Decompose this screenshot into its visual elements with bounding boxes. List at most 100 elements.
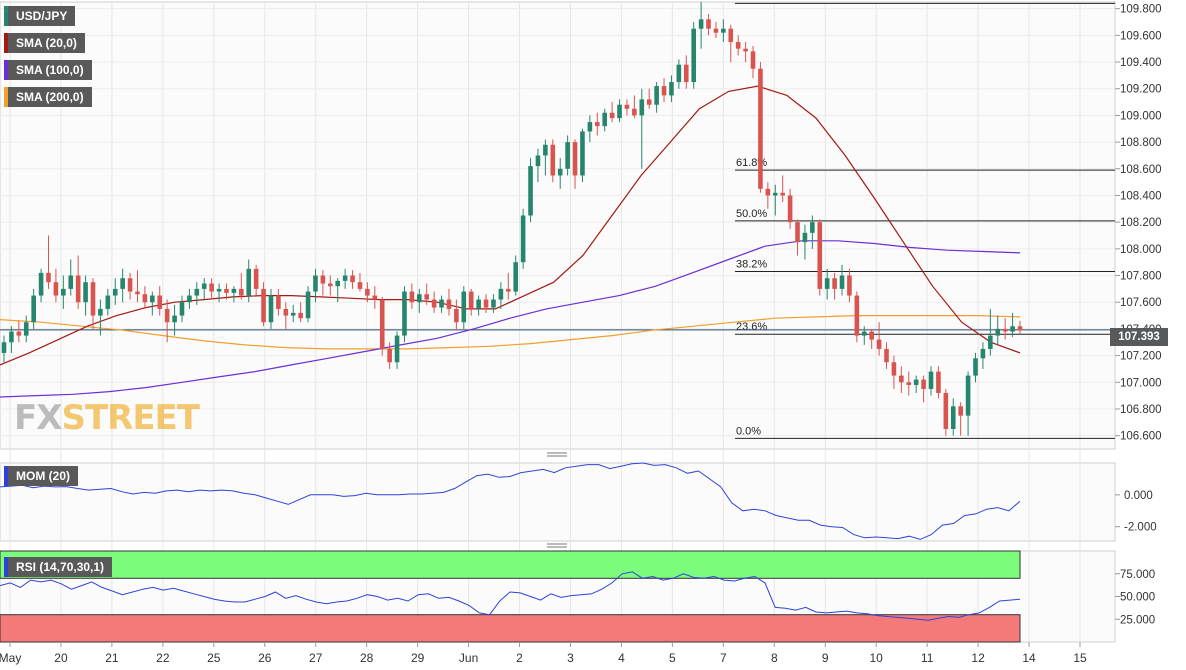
candle-body [98,308,103,316]
candle-body [832,278,837,289]
sma100-line [0,240,1021,398]
candle-body [520,215,526,263]
x-tick-label: 14 [1022,651,1036,665]
legend-mom[interactable]: MOM (20) [4,466,78,486]
rsi-overbought-band [0,550,1021,579]
candle-body [253,268,259,289]
sma20-line [0,85,1021,366]
price-tick-label: 108.800 [1120,137,1162,149]
candle-body [899,375,904,383]
legend-sma20[interactable]: SMA (20,0) [4,33,85,53]
rsi-bands [0,550,1021,643]
candle-body [580,131,585,176]
candle-body [446,299,452,309]
candle-body [602,112,607,127]
price-tick-label: 108.600 [1120,164,1162,176]
candlesticks [1,2,1023,436]
x-tick-label: 20 [54,651,68,665]
candle-body [713,28,719,33]
price-tick-label: 109.600 [1120,30,1162,42]
candle-body [454,308,459,323]
candle-body [646,99,652,105]
candle-body [372,295,378,300]
candle-body [617,104,622,119]
candle-body [342,275,348,281]
candle-body [683,64,689,83]
candle-body [201,283,207,289]
x-tick-label: 3 [567,651,574,665]
x-tick-label: 9 [822,651,829,665]
candle-body [743,48,748,52]
candle-body [216,288,222,292]
candle-body [802,232,808,243]
candle-body [127,278,133,292]
legend-sma200[interactable]: SMA (200,0) [4,87,92,107]
x-tick-label: 12 [971,651,985,665]
candle-body [135,291,140,295]
candle-body [787,195,793,223]
candle-body [669,82,674,96]
candle-body [839,275,845,289]
price-tick-label: 107.000 [1120,377,1162,389]
axes: May 20 21 22 25 26 27 28 29 Jun 2 3 4 5 7 8 9 10 11 12 14 15 1… [0,4,1162,665]
candle-body [676,64,682,83]
candle-body [847,275,852,296]
price-tick-label: 107.600 [1120,297,1162,309]
candle-body [83,282,88,303]
candle-body [950,406,956,429]
candle-body [394,335,400,363]
candle-body [735,42,741,49]
rsi-tick-label: 25.000 [1120,614,1155,626]
candle-body [758,68,763,189]
candle-body [884,348,889,363]
candle-body [721,28,726,33]
candle-body [16,331,22,336]
legend-sma100[interactable]: SMA (100,0) [4,60,92,80]
candle-body [891,362,897,376]
mom-line [0,462,1021,540]
candle-body [861,331,867,336]
candle-body [913,379,919,385]
candle-body [365,288,370,296]
fxstreet-watermark: FXSTREET [14,398,200,438]
price-tick-label: 109.000 [1120,110,1162,122]
fibo-label: 38.2% [736,259,767,271]
x-tick-label: 22 [156,651,170,665]
candle-body [698,19,704,29]
candle-body [231,288,237,293]
candle-body [609,112,615,119]
candle-body [38,272,44,296]
candle-body [194,288,200,296]
price-tick-label: 108.000 [1120,244,1162,256]
x-tick-label: Jun [459,651,478,665]
legend-rsi[interactable]: RSI (14,70,30,1) [4,557,113,577]
candle-body [150,295,155,303]
candle-body [824,278,830,289]
candle-body [387,348,392,363]
candle-body [1017,326,1023,331]
candle-body [409,291,415,303]
x-tick-label: 27 [309,651,323,665]
candle-body [90,282,96,316]
candle-body [46,272,51,283]
candle-body [624,104,630,109]
x-tick-label: 26 [258,651,272,665]
candle-body [772,192,778,196]
candle-body [958,406,963,416]
candle-body [9,331,14,343]
candle-body [817,222,823,289]
candle-body [187,295,192,303]
moving-averages [0,85,1021,398]
candle-body [461,291,467,323]
candle-body [350,275,355,283]
x-tick-label: 10 [870,651,884,665]
candle-body [654,86,659,105]
x-tick-label: 2 [516,651,523,665]
candle-body [246,268,252,296]
legend-pair[interactable]: USD/JPY [4,6,76,26]
candle-body [921,379,926,389]
candle-body [239,288,244,296]
x-tick-label: 25 [207,651,221,665]
candle-body [557,168,563,176]
price-tick-label: 108.400 [1120,190,1162,202]
